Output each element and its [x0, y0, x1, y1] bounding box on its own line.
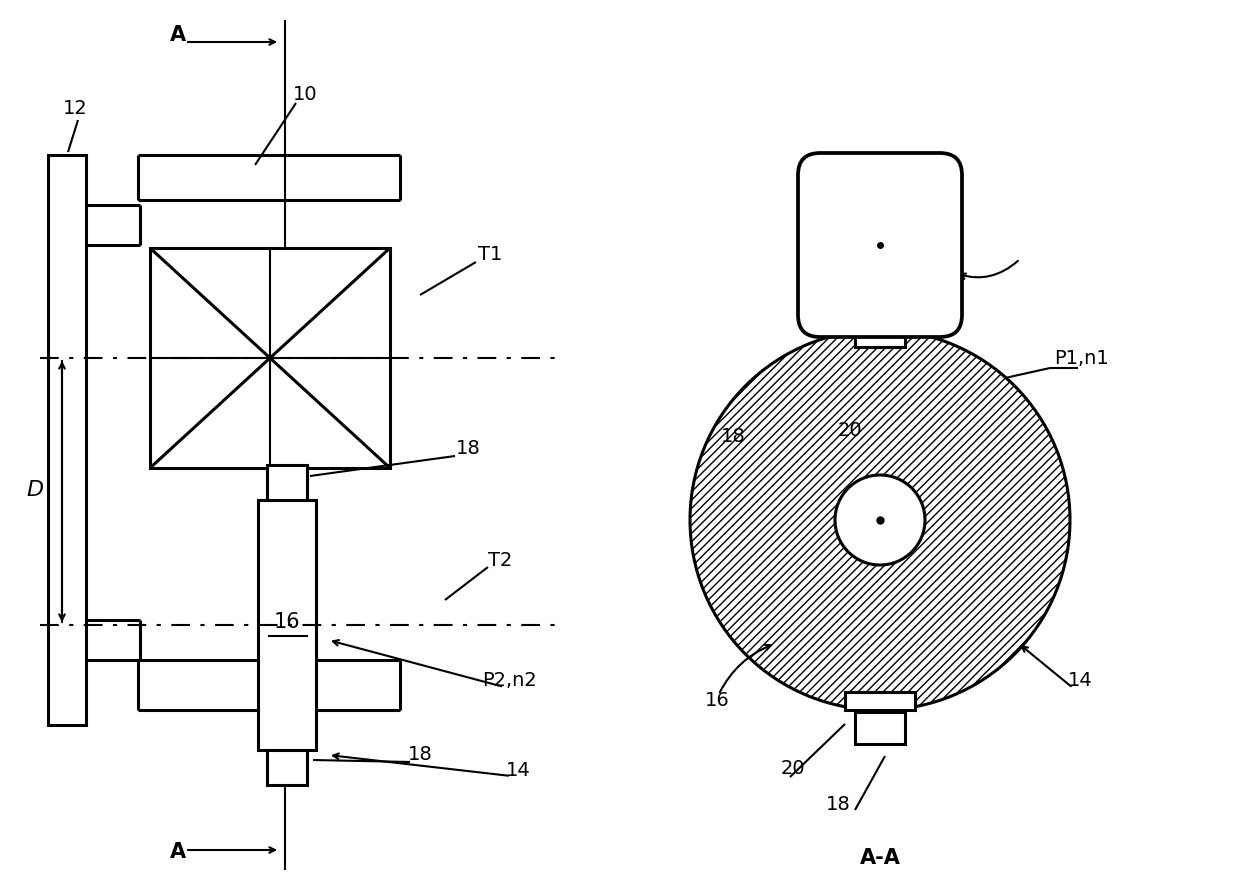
Bar — [856, 712, 905, 744]
Bar — [48, 155, 86, 725]
Text: T2: T2 — [487, 550, 512, 569]
Bar — [844, 310, 915, 328]
Text: 20: 20 — [781, 758, 805, 778]
Text: 20: 20 — [838, 420, 862, 440]
Text: 14: 14 — [1068, 671, 1092, 690]
FancyBboxPatch shape — [799, 153, 962, 337]
Text: 18: 18 — [455, 439, 480, 458]
Text: 16: 16 — [704, 690, 729, 709]
Text: D: D — [26, 480, 43, 500]
Text: 12: 12 — [63, 98, 87, 118]
Text: 10: 10 — [293, 86, 317, 104]
Text: A-A: A-A — [859, 848, 900, 868]
Text: A: A — [170, 25, 186, 45]
Bar — [267, 465, 308, 500]
Bar — [150, 248, 391, 468]
Text: P2,n2: P2,n2 — [482, 671, 537, 690]
Text: 18: 18 — [826, 795, 851, 814]
Text: 21: 21 — [869, 153, 894, 171]
Circle shape — [689, 330, 1070, 710]
Text: A: A — [170, 842, 186, 862]
Bar — [258, 500, 316, 750]
Text: 14: 14 — [506, 761, 531, 780]
Text: 16: 16 — [274, 612, 300, 632]
Bar — [844, 692, 915, 710]
Text: 18: 18 — [720, 426, 745, 445]
Circle shape — [835, 475, 925, 565]
Bar — [856, 315, 905, 347]
Text: 18: 18 — [408, 746, 433, 764]
Text: 10: 10 — [807, 166, 832, 185]
Text: T1: T1 — [477, 245, 502, 265]
Bar — [267, 750, 308, 785]
Text: P1,n1: P1,n1 — [1055, 349, 1110, 368]
